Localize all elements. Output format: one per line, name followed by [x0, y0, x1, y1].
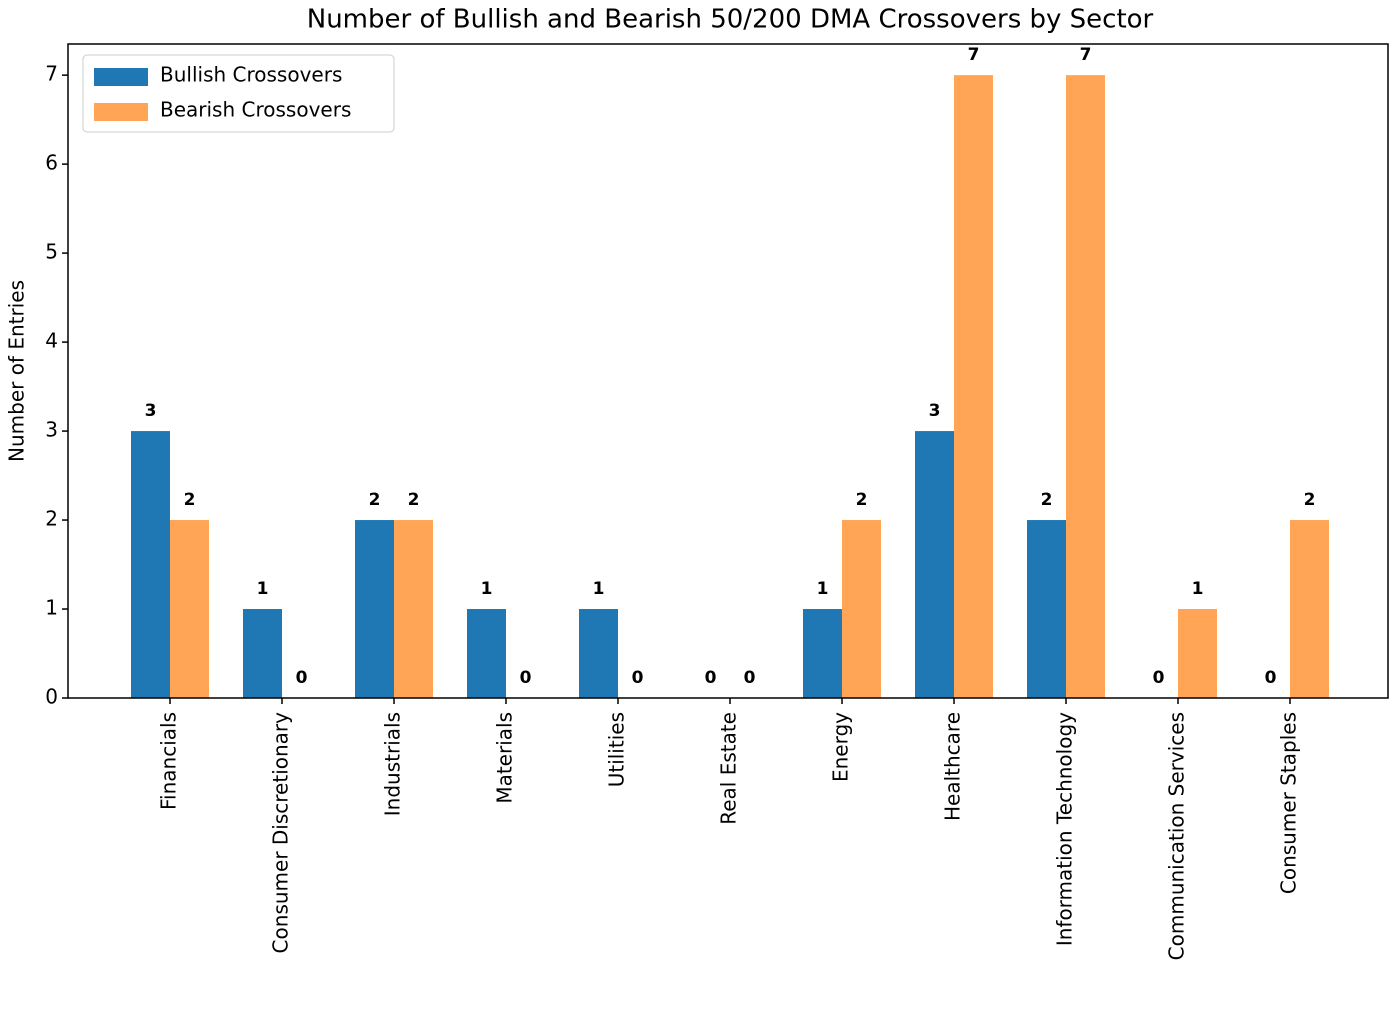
y-tick-label: 0: [45, 685, 58, 709]
bar: [243, 609, 282, 698]
value-label: 1: [817, 579, 829, 599]
value-label: 2: [408, 490, 420, 510]
bar: [1178, 609, 1217, 698]
bar: [842, 520, 881, 698]
value-label: 7: [968, 45, 980, 65]
x-tick-label: Consumer Discretionary: [269, 712, 293, 954]
value-label: 0: [744, 668, 756, 688]
x-tick-label: Utilities: [605, 712, 629, 787]
value-label: 2: [856, 490, 868, 510]
legend: Bullish Crossovers Bearish Crossovers: [82, 54, 395, 133]
value-label: 0: [1153, 668, 1165, 688]
value-label: 0: [296, 668, 308, 688]
x-tick-label: Energy: [829, 712, 853, 782]
legend-box: [82, 54, 395, 133]
value-label: 1: [1192, 579, 1204, 599]
y-tick-label: 3: [45, 418, 58, 442]
bar: [803, 609, 842, 698]
x-tick-label: Consumer Staples: [1277, 712, 1301, 894]
y-tick-label: 5: [45, 240, 58, 264]
bar: [954, 75, 993, 698]
legend-label: Bullish Crossovers: [160, 63, 342, 87]
bar: [467, 609, 506, 698]
y-tick-label: 7: [45, 62, 58, 86]
x-tick-label: Financials: [157, 712, 181, 810]
y-axis-label: Number of Entries: [5, 280, 29, 462]
bar: [1290, 520, 1329, 698]
value-label: 1: [593, 579, 605, 599]
value-label: 2: [1041, 490, 1053, 510]
x-tick-label: Healthcare: [941, 712, 965, 821]
bar: [915, 431, 954, 698]
legend-label: Bearish Crossovers: [160, 98, 351, 122]
value-label: 2: [1304, 490, 1316, 510]
x-tick-label: Real Estate: [717, 712, 741, 825]
bar: [355, 520, 394, 698]
y-tick-label: 4: [45, 329, 58, 353]
bar: [394, 520, 433, 698]
value-label: 0: [1265, 668, 1277, 688]
x-tick-label: Industrials: [381, 712, 405, 816]
bar: [579, 609, 618, 698]
value-label: 2: [369, 490, 381, 510]
bar: [131, 431, 170, 698]
value-label: 3: [145, 401, 157, 421]
x-tick-label: Information Technology: [1053, 712, 1077, 946]
value-label: 0: [632, 668, 644, 688]
bar: [1066, 75, 1105, 698]
x-tick-label: Materials: [493, 712, 517, 804]
bar: [170, 520, 209, 698]
bar: [1027, 520, 1066, 698]
value-label: 2: [184, 490, 196, 510]
plot-frame: [67, 43, 1389, 699]
chart-title: Number of Bullish and Bearish 50/200 DMA…: [307, 5, 1154, 35]
value-label: 0: [520, 668, 532, 688]
x-tick-label: Communication Services: [1165, 712, 1189, 960]
y-tick-label: 2: [45, 507, 58, 531]
legend-swatch: [94, 103, 148, 121]
legend-swatch: [94, 68, 148, 86]
value-label: 3: [929, 401, 941, 421]
value-label: 7: [1080, 45, 1092, 65]
y-tick-label: 6: [45, 151, 58, 175]
value-label: 0: [705, 668, 717, 688]
value-label: 1: [481, 579, 493, 599]
value-label: 1: [257, 579, 269, 599]
y-tick-label: 1: [45, 596, 58, 620]
